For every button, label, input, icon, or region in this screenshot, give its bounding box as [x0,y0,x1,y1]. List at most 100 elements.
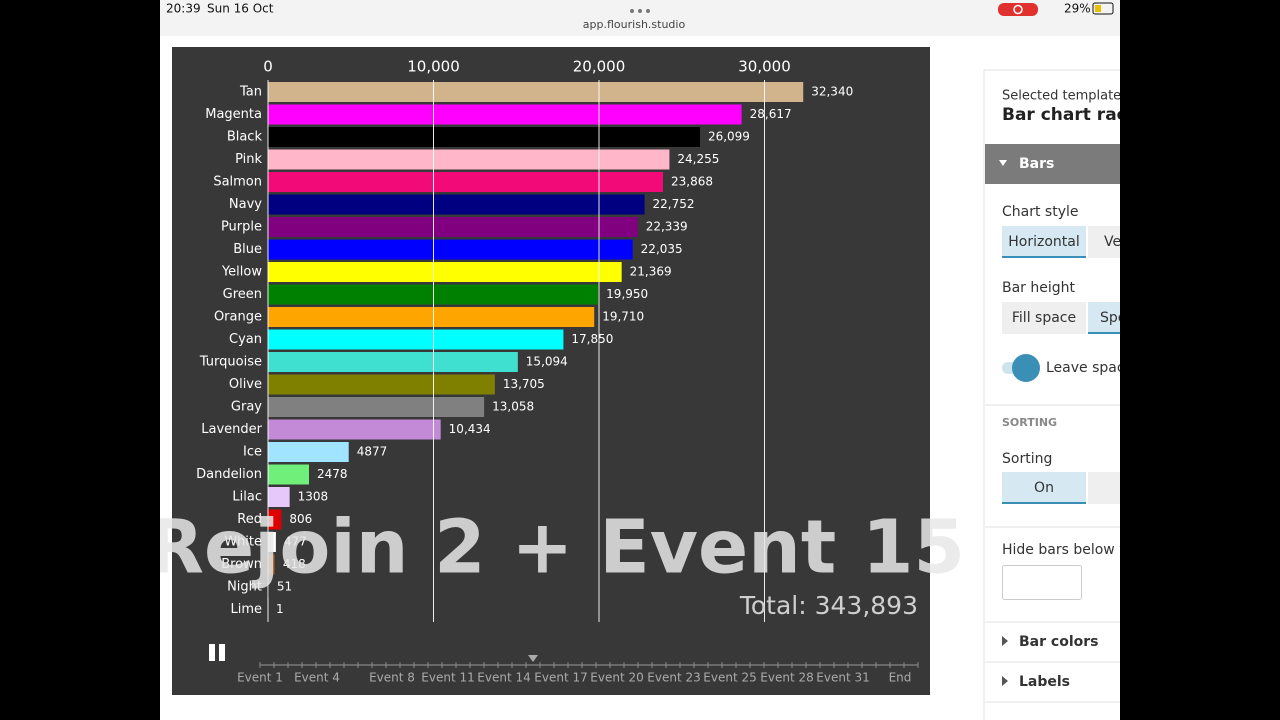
category-label: Salmon [213,175,262,190]
category-label: Purple [221,220,262,235]
battery-level [1095,5,1101,12]
value-label: 13,058 [492,400,534,414]
category-label: Brown [221,557,262,572]
bar [268,554,275,575]
timeline-label: Event 8 [369,671,415,685]
value-label: 28,617 [750,107,792,121]
bar [268,172,664,192]
category-label: Olive [229,377,262,392]
option-label: Horizontal [1008,234,1079,250]
caption: Rejoin 2 + Event 15 [147,505,965,591]
bar [268,487,290,507]
bar [268,262,622,282]
template-label: Selected template [1002,89,1121,104]
record-icon [1013,4,1023,15]
battery-percent: 29% [1064,2,1091,16]
option-label: Spe [1100,310,1126,326]
value-label: 2478 [317,467,348,481]
category-label: Orange [214,310,262,325]
timeline-label: Event 20 [590,671,643,685]
x-tick-label: 0 [263,58,273,76]
active-underline [1002,256,1086,258]
category-label: Blue [233,242,262,257]
bar [268,397,485,417]
bar [268,419,441,440]
value-label: 13,705 [503,377,545,391]
field-label: Bar height [1002,280,1076,296]
toggle-label: Leave space [1046,360,1133,376]
value-label: 15,094 [526,355,568,369]
bar [268,374,495,395]
category-label: Gray [231,400,262,415]
option-button[interactable] [1002,226,1086,258]
option-button[interactable] [1088,302,1128,334]
value-label: 26,099 [708,130,750,144]
collapse-icon [1002,676,1008,686]
bar [268,352,518,372]
category-label: Black [227,130,263,145]
x-tick-label: 30,000 [738,58,791,76]
category-label: Lavender [201,422,262,437]
record-indicator [998,3,1038,16]
value-label: 4877 [357,445,388,459]
category-label: Lilac [232,490,262,505]
section-title: Bars [1019,156,1054,172]
chart: Tan 32,340 Magenta 28,617 Black 26,099 Pink 24,… [147,58,965,685]
bar [268,104,742,125]
category-label: Dandelion [196,467,262,482]
option-label: Fill space [1012,310,1076,326]
option-button[interactable] [1002,472,1086,504]
number-input[interactable] [1002,565,1082,600]
ipad-screen: 20:39 Sun 16 Oct app.flourish.studio 29%… [147,0,1138,720]
option-button[interactable] [1002,302,1086,334]
time: 20:39 [166,2,201,16]
category-label: White [224,535,262,550]
status-bar [160,0,1120,36]
timeline-label: Event 31 [816,671,869,685]
dots [630,9,650,13]
pause-bar [209,644,215,661]
bar [268,149,670,170]
bar [268,127,700,147]
option-button[interactable] [1088,472,1128,504]
value-label: 17,850 [571,332,613,346]
toggle-knob[interactable] [1012,354,1040,382]
timeline-label: Event 4 [294,671,340,685]
value-label: 1 [276,602,284,616]
category-label: Green [223,287,262,302]
url[interactable]: app.flourish.studio [583,18,686,31]
collapsed-section[interactable]: Labels [1019,674,1070,690]
value-label: 22,035 [641,242,683,256]
collapsed-section[interactable]: Bar colors [1019,634,1098,650]
timeline-label: Event 1 [237,671,283,685]
category-label: Pink [235,152,262,167]
bar [268,442,349,462]
timeline-label: Event 14 [477,671,530,685]
field-label: Hide bars below va [1002,542,1136,558]
field-label: Sorting [1002,451,1052,467]
option-label: Ve [1104,234,1121,250]
total: Total: 343,893 [739,591,918,620]
bar [268,329,564,350]
template-name: Bar chart race [1002,105,1138,125]
category-label: Night [227,580,262,595]
timeline-label: Event 25 [703,671,756,685]
value-label: 23,868 [671,175,713,189]
category-label: Navy [229,197,262,212]
value-label: 418 [283,557,306,571]
option-button[interactable] [1088,226,1128,258]
x-tick-label: 10,000 [407,58,460,76]
active-underline [1002,502,1086,504]
battery [1092,2,1114,15]
timeline-label: Event 23 [647,671,700,685]
bar [268,217,638,237]
collapse-icon [1002,636,1008,646]
timeline-marker [528,655,538,662]
value-label: 22,752 [653,197,695,211]
value-label: 19,950 [606,287,648,301]
value-label: 24,255 [677,152,719,166]
section-header[interactable] [985,144,1125,184]
category-label: Cyan [229,332,262,347]
